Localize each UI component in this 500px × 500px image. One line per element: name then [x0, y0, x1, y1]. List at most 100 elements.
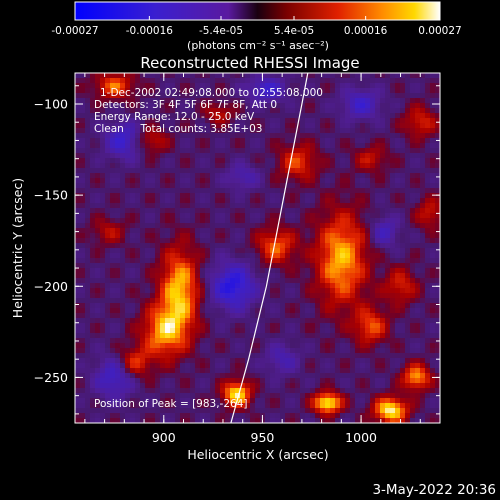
heatmap-cell	[335, 78, 341, 84]
heatmap-cell	[155, 193, 161, 199]
heatmap-cell	[80, 118, 86, 124]
heatmap-cell	[105, 138, 111, 144]
heatmap-cell	[390, 298, 396, 304]
heatmap-cell	[80, 193, 86, 199]
heatmap-cell	[300, 323, 306, 329]
heatmap-cell	[360, 193, 366, 199]
heatmap-cell	[180, 138, 186, 144]
heatmap-cell	[185, 168, 191, 174]
heatmap-cell	[355, 218, 361, 224]
heatmap-cell	[280, 88, 286, 94]
heatmap-cell	[365, 178, 371, 184]
heatmap-cell	[160, 293, 166, 299]
heatmap-cell	[390, 273, 396, 279]
heatmap-cell	[140, 153, 146, 159]
heatmap-cell	[170, 168, 176, 174]
heatmap-cell	[135, 393, 141, 399]
heatmap-cell	[345, 168, 351, 174]
heatmap-cell	[160, 408, 166, 414]
heatmap-cell	[385, 213, 391, 219]
heatmap-cell	[310, 173, 316, 179]
heatmap-cell	[285, 163, 291, 169]
heatmap-cell	[425, 393, 431, 399]
heatmap-cell	[185, 283, 191, 289]
heatmap-cell	[95, 98, 101, 104]
heatmap-cell	[310, 393, 316, 399]
heatmap-cell	[240, 228, 246, 234]
heatmap-cell	[320, 78, 326, 84]
heatmap-cell	[420, 78, 426, 84]
heatmap-cell	[270, 73, 276, 79]
heatmap-cell	[150, 73, 156, 79]
heatmap-cell	[180, 333, 186, 339]
heatmap-cell	[300, 243, 306, 249]
heatmap-cell	[155, 318, 161, 324]
heatmap-cell	[410, 353, 416, 359]
heatmap-cell	[435, 308, 440, 314]
heatmap-cell	[415, 333, 421, 339]
heatmap-cell	[110, 128, 116, 134]
heatmap-cell	[280, 213, 286, 219]
colorbar-tick-label: 0.00027	[418, 25, 461, 37]
heatmap-cell	[135, 388, 141, 394]
heatmap-cell	[280, 403, 286, 409]
heatmap-cell	[385, 343, 391, 349]
colorbar-ticks: -0.00027 -0.00016 -5.4e-05 5.4e-05 0.00016 0.…	[51, 16, 462, 37]
heatmap-cell	[95, 318, 101, 324]
heatmap-cell	[90, 388, 96, 394]
heatmap-cell	[305, 213, 311, 219]
heatmap-cell	[210, 278, 216, 284]
heatmap-cell	[325, 218, 331, 224]
heatmap-cell	[220, 333, 226, 339]
heatmap-cell	[125, 78, 131, 84]
heatmap-cell	[265, 153, 271, 159]
heatmap-cell	[170, 378, 176, 384]
heatmap-cell	[145, 158, 151, 164]
heatmap-cell	[435, 258, 440, 264]
heatmap-cell	[295, 118, 301, 124]
heatmap-cell	[375, 343, 381, 349]
heatmap-cell	[310, 348, 316, 354]
heatmap-cell	[305, 153, 311, 159]
heatmap-cell	[295, 398, 301, 404]
heatmap-cell	[230, 78, 236, 84]
heatmap-cell	[190, 243, 196, 249]
heatmap-cell	[315, 118, 321, 124]
heatmap-cell	[225, 338, 231, 344]
heatmap-cell	[110, 148, 116, 154]
heatmap-cell	[405, 258, 411, 264]
heatmap-cell	[105, 398, 111, 404]
heatmap-cell	[205, 123, 211, 129]
heatmap-cell	[390, 78, 396, 84]
heatmap-cell	[420, 218, 426, 224]
heatmap-cell	[200, 188, 206, 194]
heatmap-cell	[330, 108, 336, 114]
heatmap-cell	[215, 218, 221, 224]
heatmap-cell	[120, 213, 126, 219]
heatmap-cell	[225, 153, 231, 159]
heatmap-cell	[75, 253, 81, 259]
heatmap-cell	[80, 253, 86, 259]
heatmap-cell	[135, 118, 141, 124]
heatmap-cell	[425, 163, 431, 169]
heatmap-cell	[170, 148, 176, 154]
heatmap-cell	[95, 378, 101, 384]
heatmap-cell	[270, 148, 276, 154]
heatmap-cell	[195, 123, 201, 129]
heatmap-cell	[190, 113, 196, 119]
heatmap-cell	[355, 88, 361, 94]
heatmap-cell	[425, 298, 431, 304]
heatmap-cell	[115, 363, 121, 369]
heatmap-cell	[350, 288, 356, 294]
heatmap-cell	[395, 178, 401, 184]
heatmap-cell	[270, 323, 276, 329]
heatmap-cell	[325, 283, 331, 289]
heatmap-cell	[175, 143, 181, 149]
heatmap-cell	[210, 388, 216, 394]
heatmap-cell	[285, 83, 291, 89]
heatmap-cell	[420, 93, 426, 99]
heatmap-cell	[260, 283, 266, 289]
heatmap-cell	[105, 103, 111, 109]
heatmap-cell	[360, 143, 366, 149]
heatmap-cell	[430, 363, 436, 369]
